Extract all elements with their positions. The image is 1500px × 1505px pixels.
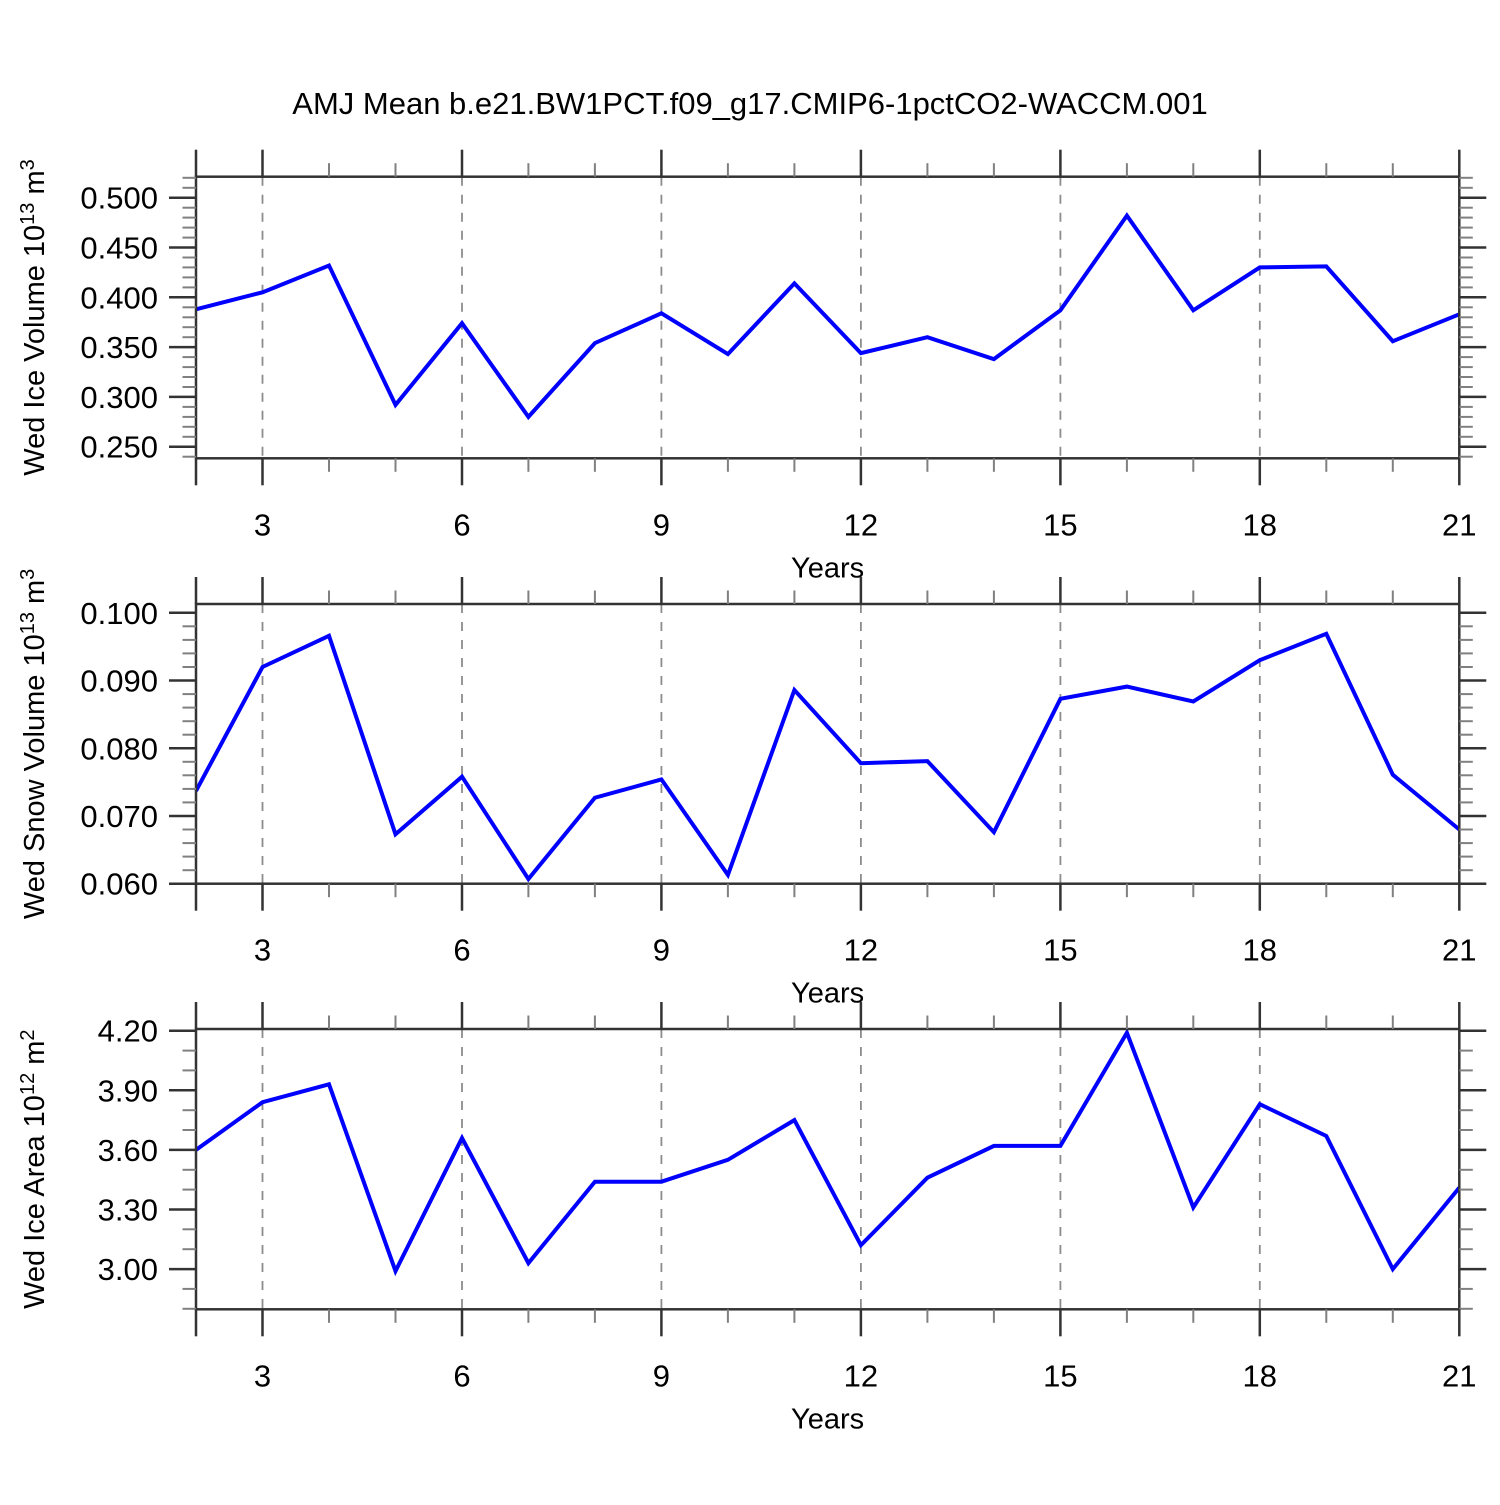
x-tick-label: 6 <box>453 1358 470 1393</box>
x-axis-title: Years <box>791 552 864 584</box>
y-tick-label: 3.60 <box>98 1133 158 1168</box>
plot-box <box>194 1027 1461 1311</box>
x-axis-title: Years <box>791 978 864 1010</box>
y-axis-title: Wed Ice Area 1012 m2 <box>17 1029 51 1308</box>
y-tick-label: 0.080 <box>80 731 158 766</box>
x-tick-label: 12 <box>844 507 878 542</box>
x-tick-label: 15 <box>1043 1358 1077 1393</box>
y-tick-label: 3.00 <box>98 1252 158 1287</box>
x-tick-label: 21 <box>1442 1358 1476 1393</box>
y-tick-label: 0.300 <box>80 380 158 415</box>
x-tick-label: 9 <box>653 1358 670 1393</box>
y-tick-label: 0.090 <box>80 664 158 699</box>
x-tick-label: 3 <box>254 933 271 968</box>
y-tick-label: 0.070 <box>80 799 158 834</box>
x-tick-label: 21 <box>1442 507 1476 542</box>
plot-box <box>194 602 1461 885</box>
x-tick-label: 3 <box>254 1358 271 1393</box>
y-tick-label: 0.350 <box>80 330 158 365</box>
x-tick-label: 12 <box>844 933 878 968</box>
y-axis-title: Wed Snow Volume 1013 m3 <box>17 569 51 919</box>
x-tick-label: 15 <box>1043 933 1077 968</box>
panel-middle: 0.100 0.090 0.080 0.070 0.060 3 6 9 12 15 18 21 Year… <box>17 569 1487 1010</box>
x-tick-label: 9 <box>653 507 670 542</box>
x-tick-label: 3 <box>254 507 271 542</box>
y-tick-label: 0.250 <box>80 430 158 465</box>
y-tick-label: 0.060 <box>80 867 158 902</box>
data-line <box>194 631 1461 883</box>
x-tick-label: 9 <box>653 933 670 968</box>
y-tick-label: 0.100 <box>80 596 158 631</box>
x-tick-label: 18 <box>1243 507 1277 542</box>
x-tick-label: 18 <box>1243 933 1277 968</box>
y-tick-label: 0.450 <box>80 231 158 266</box>
x-tick-label: 6 <box>453 507 470 542</box>
x-tick-label: 18 <box>1243 1358 1277 1393</box>
panel-top: 0.500 0.450 0.400 0.350 0.300 0.250 3 6 9 12 15 18 2… <box>17 149 1487 584</box>
y-tick-label: 3.30 <box>98 1193 158 1228</box>
y-tick-label: 0.500 <box>80 181 158 216</box>
panel-bottom: 4.20 3.90 3.60 3.30 3.00 3 6 9 12 15 18 21 Years Wed … <box>17 1002 1487 1435</box>
x-tick-label: 6 <box>453 933 470 968</box>
data-line <box>194 1028 1461 1277</box>
x-tick-label: 12 <box>844 1358 878 1393</box>
x-tick-label: 21 <box>1442 933 1476 968</box>
y-tick-label: 0.400 <box>80 280 158 315</box>
data-line <box>195 212 1461 421</box>
x-axis-title: Years <box>791 1403 864 1435</box>
x-tick-label: 15 <box>1043 507 1077 542</box>
y-tick-label: 3.90 <box>98 1073 158 1108</box>
chart-title: AMJ Mean b.e21.BW1PCT.f09_g17.CMIP6-1pct… <box>292 86 1208 121</box>
y-axis-title: Wed Ice Volume 1013 m3 <box>17 159 51 476</box>
y-tick-label: 4.20 <box>98 1014 158 1049</box>
